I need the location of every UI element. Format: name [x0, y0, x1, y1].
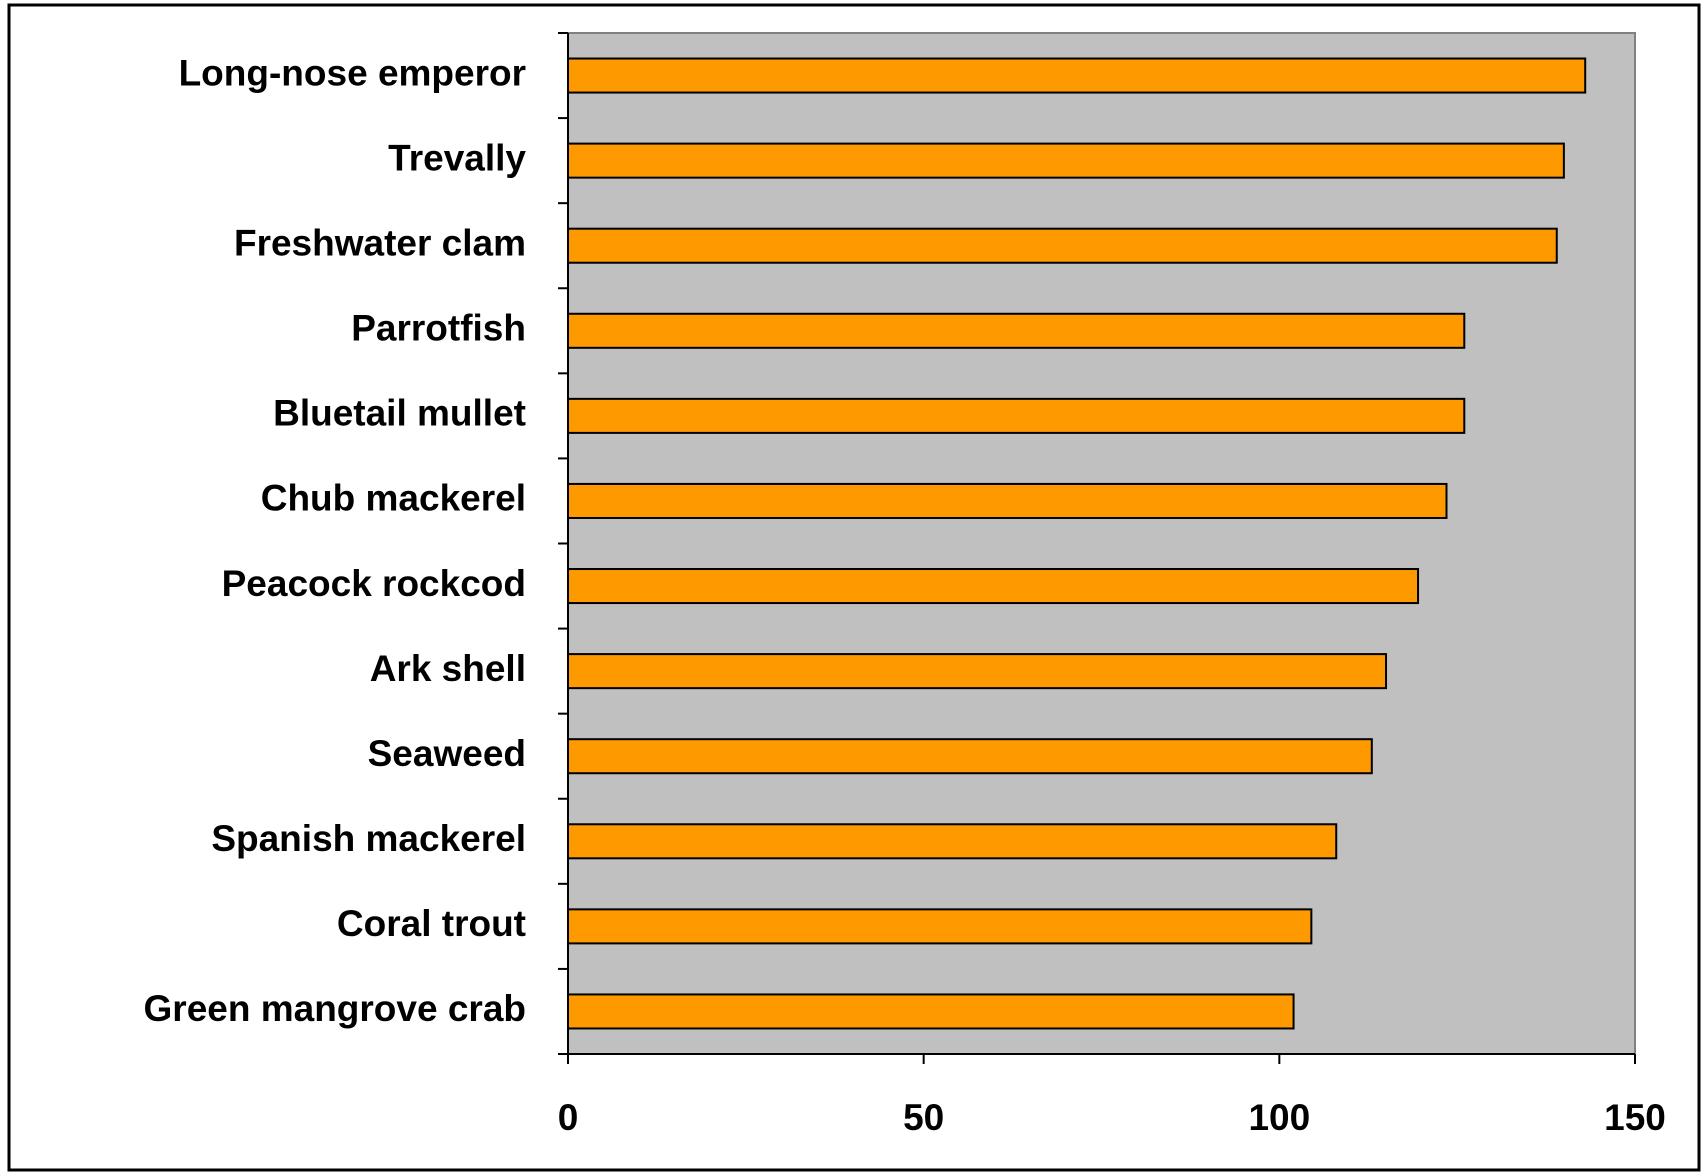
y-tick-label: Seaweed: [368, 733, 526, 774]
y-tick-label: Spanish mackerel: [211, 818, 526, 859]
bar: [567, 738, 1373, 775]
x-tick-label: 0: [558, 1097, 579, 1138]
y-tick-label: Ark shell: [370, 648, 526, 689]
y-tick-label: Green mangrove crab: [144, 988, 526, 1029]
y-tick-label: Freshwater clam: [234, 222, 526, 263]
bar: [567, 397, 1466, 434]
x-tick-label: 150: [1604, 1097, 1666, 1138]
bar: [567, 653, 1388, 690]
y-tick-label: Parrotfish: [351, 308, 526, 349]
y-tick-label: Peacock rockcod: [222, 563, 526, 604]
y-tick-label: Long-nose emperor: [179, 52, 526, 93]
bar: [567, 993, 1295, 1030]
bar: [567, 568, 1420, 605]
x-tick-label: 50: [903, 1097, 944, 1138]
bar: [567, 823, 1338, 860]
bar: [567, 142, 1565, 179]
y-tick-label: Coral trout: [337, 903, 526, 944]
bar: [567, 908, 1313, 945]
bar: [567, 312, 1466, 349]
plot-area: [567, 32, 1636, 1055]
bar: [567, 227, 1558, 264]
y-tick-label: Trevally: [388, 137, 526, 178]
x-tick-label: 100: [1248, 1097, 1310, 1138]
bar: [567, 482, 1448, 519]
bar: [567, 57, 1587, 94]
y-tick-label: Chub mackerel: [261, 478, 526, 519]
y-tick-label: Bluetail mullet: [273, 393, 526, 434]
